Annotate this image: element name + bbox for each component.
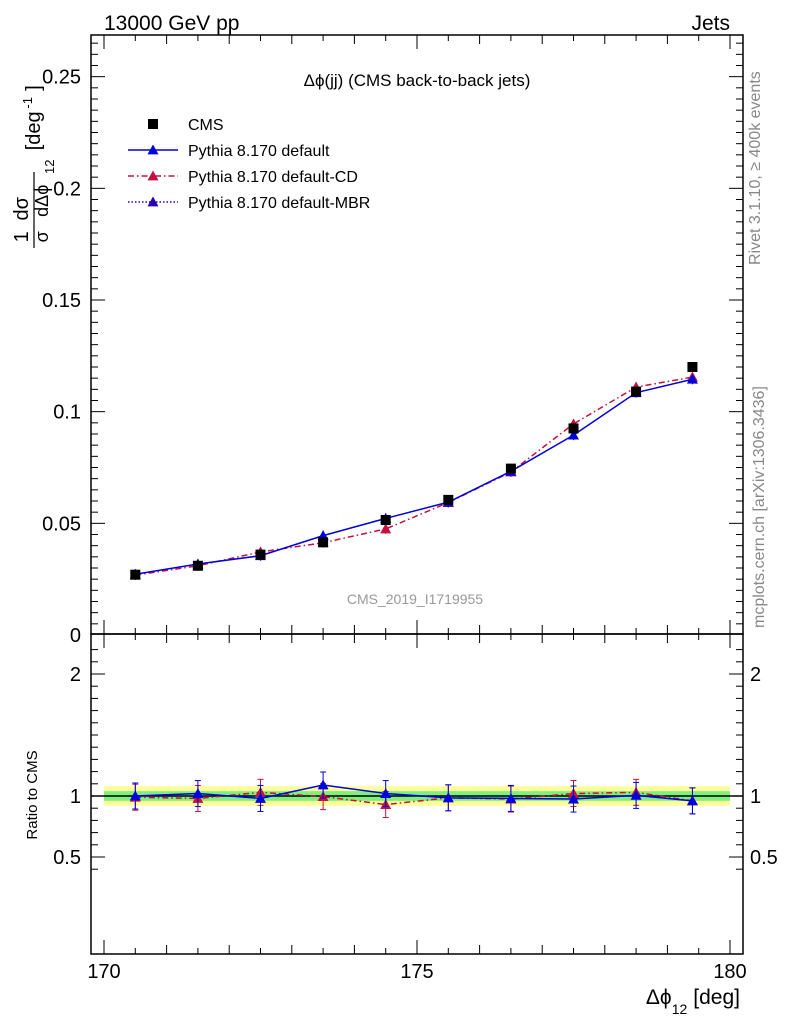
ratio-tick-label-left: 2 [70,664,81,686]
y-label-sub: 12 [42,160,57,174]
data-point-square [192,560,203,571]
y-label-fraction-num: 1 [11,231,33,242]
series-line [135,378,693,575]
series-line [135,376,693,576]
header-right: Jets [691,12,730,35]
ratio-point [442,792,454,803]
header-left: 13000 GeV pp [104,12,239,35]
data-point-square [505,463,516,474]
x-label-main: Δϕ [646,986,672,1009]
ratio-point [255,792,266,803]
legend: CMS Pythia 8.170 default Pythia 8.170 defa… [128,117,370,212]
legend-marker-triangle [147,170,159,181]
y-axis-label: 1 dσ σ dΔϕ 12 [deg -1 ] [11,85,59,248]
ratio-series [129,771,698,819]
data-point-triangle [568,429,579,440]
legend-label: Pythia 8.170 default-MBR [188,195,370,212]
ratio-tick-label-right: 0.5 [750,847,778,869]
y-label-sigma: σ [32,231,52,242]
ratio-point [129,790,141,801]
axis-ticks [91,35,743,954]
ratio-point [505,792,517,803]
data-point-triangle [686,373,698,384]
ratio-line [135,784,693,802]
y-label-unit-sup: -1 [20,97,35,109]
data-point-square [130,569,141,580]
data-point-square [380,514,391,525]
ratio-point [380,788,392,798]
y-label-dsigma: dσ [11,196,33,220]
y-tick-label: 0.1 [53,402,81,424]
ratio-point [192,788,204,798]
legend-marker-triangle [147,144,159,155]
y-tick-label: 0.2 [53,178,81,200]
data-point-square [318,537,329,548]
data-point-square [631,386,642,397]
y-label-unit-close: ] [23,85,45,91]
data-point-square [568,423,579,434]
y-tick-label: 0.15 [42,290,81,312]
legend-marker-triangle [147,196,159,207]
y-tick-label: 0.05 [42,513,81,535]
x-tick-label: 170 [87,961,120,983]
x-tick-label: 180 [713,961,746,983]
y-label-unit: [deg [23,111,45,150]
data-point-triangle [380,523,392,534]
analysis-watermark: CMS_2019_I1719955 [347,591,483,607]
ratio-point [317,779,329,790]
legend-label: Pythia 8.170 default-CD [188,169,358,186]
ratio-point [568,793,579,804]
ratio-y-axis-label: Ratio to CMS [24,750,41,839]
data-point-square [443,494,454,505]
x-label-unit: [deg] [693,986,740,1009]
svg-text:1 dσ σ dΔϕ: 1 dσ σ dΔϕ 12 [deg -1 ] [11,85,59,242]
ratio-tick-label-left: 1 [70,786,81,808]
mcplots-label: mcplots.cern.ch [arXiv:1306.3436] [751,386,768,628]
plot-title: Δϕ(jj) (CMS back-to-back jets) [304,71,531,90]
main-series [129,362,698,581]
x-tick-label: 175 [400,961,433,983]
ratio-point [630,789,642,800]
legend-marker-square [148,119,158,129]
rivet-label: Rivet 3.1.10, ≥ 400k events [747,71,764,265]
ratio-point [686,795,698,806]
x-axis-label: Δϕ12 [deg] [646,986,740,1017]
x-label-sub: 12 [672,1001,688,1017]
ratio-tick-label-right: 1 [750,786,761,808]
y-label-ddphi: dΔϕ [32,185,52,217]
data-point-square [687,362,698,372]
ratio-tick-label-right: 2 [750,664,761,686]
ratio-tick-label-left: 0.5 [53,847,81,869]
y-tick-label: 0 [70,625,81,647]
legend-label: Pythia 8.170 default [188,143,330,160]
y-tick-label: 0.25 [42,67,81,89]
data-point-square [255,549,266,560]
legend-label: CMS [188,117,224,134]
